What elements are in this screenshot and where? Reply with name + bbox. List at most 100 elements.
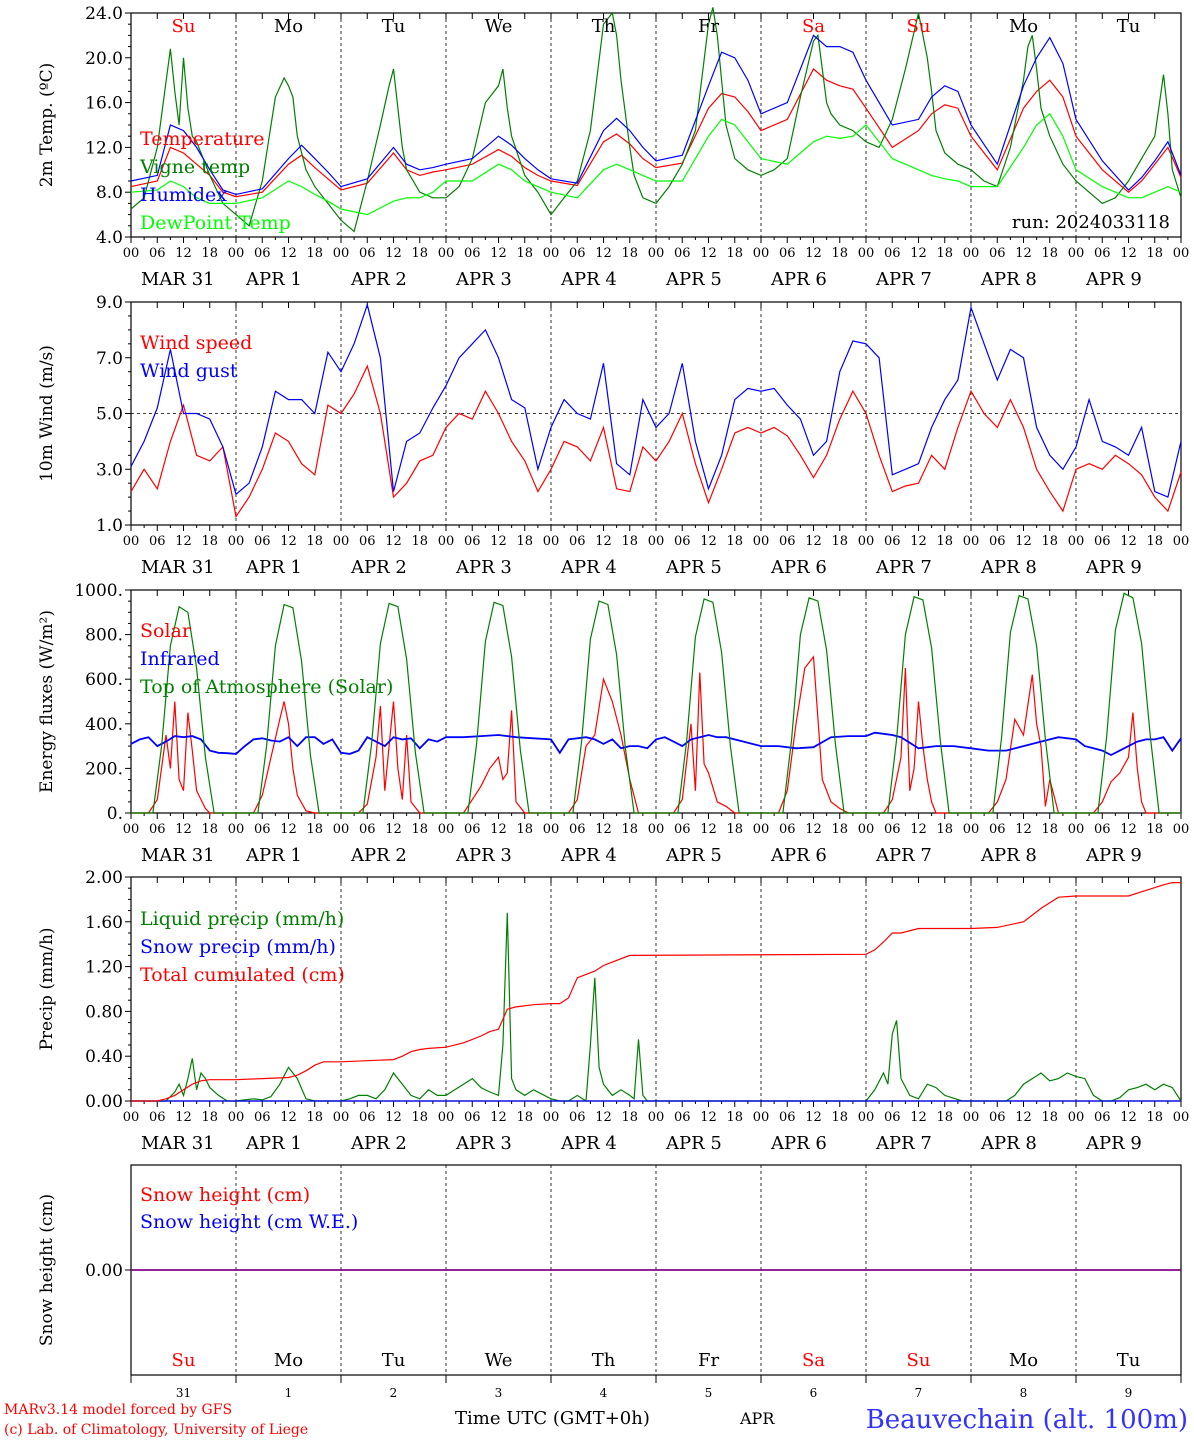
- y-tick-label: 5.0: [96, 405, 123, 425]
- footer-station: Beauvechain (alt. 100m): [866, 1405, 1188, 1435]
- y-tick-label: 2.00: [85, 868, 123, 888]
- x-tick-label: 06: [779, 1110, 796, 1125]
- day-number-label: 4: [600, 1386, 608, 1400]
- x-tick-label: 06: [884, 534, 901, 549]
- y-tick-label: 12.0: [85, 138, 123, 158]
- x-tick-label: 00: [543, 246, 560, 261]
- weekday-label: Su: [907, 16, 931, 37]
- x-tick-label: 18: [1041, 822, 1058, 837]
- x-tick-label: 00: [963, 534, 980, 549]
- x-tick-label: 18: [936, 822, 953, 837]
- legend-entry: Snow precip (mm/h): [140, 936, 336, 958]
- y-tick-label: 7.0: [96, 349, 123, 369]
- date-label: MAR 31: [141, 557, 215, 578]
- date-label: APR 2: [350, 845, 407, 866]
- x-tick-label: 12: [1015, 534, 1032, 549]
- x-tick-label: 18: [516, 534, 533, 549]
- x-tick-label: 18: [201, 534, 218, 549]
- x-tick-label: 06: [359, 822, 376, 837]
- x-tick-label: 06: [989, 534, 1006, 549]
- date-label: APR 6: [770, 1133, 827, 1154]
- x-tick-label: 12: [1120, 246, 1137, 261]
- y-tick-label: 0.: [107, 804, 123, 824]
- date-label: APR 7: [875, 1133, 932, 1154]
- x-tick-label: 18: [411, 534, 428, 549]
- x-tick-label: 00: [228, 822, 245, 837]
- legend-entry: Wind gust: [140, 360, 238, 382]
- x-tick-label: 00: [543, 534, 560, 549]
- x-tick-label: 18: [936, 1110, 953, 1125]
- x-tick-label: 06: [464, 246, 481, 261]
- x-tick-label: 06: [779, 822, 796, 837]
- x-tick-label: 00: [543, 1110, 560, 1125]
- series-line-top-of-atmosphere-solar: [131, 592, 1181, 814]
- date-label: APR 8: [980, 557, 1037, 578]
- x-tick-label: 12: [280, 1110, 297, 1125]
- x-tick-label: 12: [385, 822, 402, 837]
- x-tick-label: 00: [1068, 1110, 1085, 1125]
- date-label: APR 6: [770, 269, 827, 290]
- x-tick-label: 18: [621, 1110, 638, 1125]
- weekday-label: Sa: [802, 1350, 825, 1371]
- y-axis-label: 10m Wind (m/s): [37, 345, 57, 482]
- weekday-label: Th: [592, 1350, 616, 1371]
- x-tick-label: 06: [674, 246, 691, 261]
- date-label: APR 9: [1085, 845, 1142, 866]
- x-tick-label: 00: [1068, 246, 1085, 261]
- date-label: APR 3: [455, 269, 512, 290]
- date-label: APR 9: [1085, 557, 1142, 578]
- x-tick-label: 06: [149, 246, 166, 261]
- x-tick-label: 00: [753, 246, 770, 261]
- x-tick-label: 12: [175, 1110, 192, 1125]
- weekday-label: Sa: [802, 16, 825, 37]
- x-tick-label: 00: [333, 1110, 350, 1125]
- panel-temp: 4.0 8.0 12.0 16.0 20.0 24.0 2m Temp. (ºC) 00 06 1…: [37, 4, 1189, 290]
- x-tick-label: 06: [674, 1110, 691, 1125]
- panel-flux: 0. 200. 400. 600. 800. 1000. Energy fluxes (W/…: [37, 581, 1189, 866]
- y-tick-label: 1.0: [96, 516, 123, 536]
- x-tick-label: 00: [333, 822, 350, 837]
- x-tick-label: 12: [910, 822, 927, 837]
- x-tick-label: 12: [595, 1110, 612, 1125]
- x-tick-label: 06: [1094, 246, 1111, 261]
- x-tick-label: 00: [648, 1110, 665, 1125]
- weekday-label: Mo: [1009, 16, 1038, 37]
- x-tick-label: 00: [123, 246, 140, 261]
- x-tick-label: 06: [884, 246, 901, 261]
- weekday-label: Mo: [1009, 1350, 1038, 1371]
- y-tick-label: 800.: [85, 626, 123, 646]
- legend-entry: Solar: [140, 620, 192, 642]
- x-tick-label: 00: [438, 822, 455, 837]
- x-tick-label: 12: [490, 534, 507, 549]
- date-label: APR 5: [665, 557, 722, 578]
- date-label: APR 8: [980, 269, 1037, 290]
- x-tick-label: 06: [1094, 534, 1111, 549]
- weekday-label: Su: [907, 1350, 931, 1371]
- date-label: APR 7: [875, 845, 932, 866]
- date-label: APR 4: [560, 269, 617, 290]
- day-number-label: 5: [705, 1386, 713, 1400]
- y-tick-label: 1000.: [74, 581, 123, 601]
- date-label: APR 9: [1085, 1133, 1142, 1154]
- x-tick-label: 18: [831, 246, 848, 261]
- date-label: APR 1: [245, 1133, 302, 1154]
- x-tick-label: 12: [280, 246, 297, 261]
- x-tick-label: 18: [831, 534, 848, 549]
- x-tick-label: 18: [516, 822, 533, 837]
- series-line-liquid-precip-mm-h: [131, 912, 1182, 1103]
- series-line-wind-gust: [130, 302, 1182, 498]
- x-tick-label: 06: [254, 822, 271, 837]
- date-label: APR 6: [770, 845, 827, 866]
- date-label: MAR 31: [141, 269, 215, 290]
- x-tick-label: 12: [490, 1110, 507, 1125]
- x-tick-label: 12: [805, 534, 822, 549]
- x-tick-label: 18: [1041, 1110, 1058, 1125]
- x-tick-label: 12: [1015, 822, 1032, 837]
- x-tick-label: 00: [753, 822, 770, 837]
- y-axis-label: Snow height (cm): [37, 1194, 57, 1346]
- x-tick-label: 18: [936, 534, 953, 549]
- x-tick-label: 00: [858, 246, 875, 261]
- x-tick-label: 00: [333, 246, 350, 261]
- x-tick-label: 00: [858, 822, 875, 837]
- date-label: APR 5: [665, 269, 722, 290]
